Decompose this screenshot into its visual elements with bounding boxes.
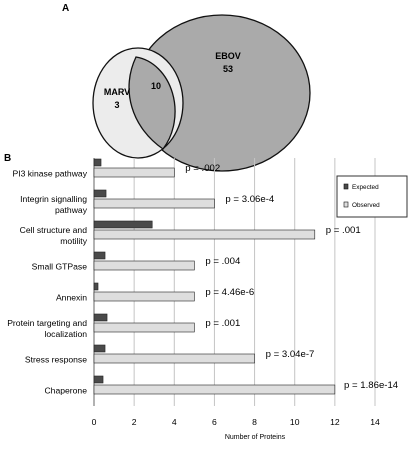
p-value-annotations: p = .002 p = 3.06e-4 p = .001 p = .004 p = 4… bbox=[185, 163, 399, 391]
bar-expected bbox=[93, 251, 106, 260]
venn-overlap-region bbox=[128, 56, 176, 150]
p-value-label: p = .001 bbox=[205, 318, 240, 329]
p-value-label: p = .004 bbox=[205, 256, 241, 267]
bar-observed bbox=[93, 198, 215, 209]
venn-overlap-count: 10 bbox=[151, 81, 161, 91]
bar-observed bbox=[93, 291, 195, 302]
category-label: Protein targeting and localization bbox=[7, 318, 87, 339]
x-tick-label: 14 bbox=[370, 417, 380, 427]
bar-observed bbox=[93, 167, 175, 178]
legend-swatch-expected bbox=[343, 183, 349, 190]
category-label: Integrin signalling pathway bbox=[20, 194, 88, 215]
p-value-label: p = 3.06e-4 bbox=[225, 194, 274, 205]
x-tick-label: 4 bbox=[172, 417, 177, 427]
category-label: Stress response bbox=[25, 355, 87, 365]
legend-label-observed: Observed bbox=[352, 202, 380, 209]
category-label: Small GTPase bbox=[32, 262, 88, 272]
venn-ebov-count: 53 bbox=[223, 64, 233, 74]
bar-observed bbox=[93, 229, 316, 240]
bar-expected bbox=[93, 344, 106, 353]
x-tick-label: 12 bbox=[330, 417, 340, 427]
bar-observed bbox=[93, 384, 336, 395]
bar-observed bbox=[93, 322, 195, 333]
bar-expected bbox=[93, 189, 107, 198]
legend-box bbox=[336, 175, 408, 218]
venn-ebov-name: EBOV bbox=[215, 51, 241, 61]
panel-a-label: A bbox=[62, 3, 69, 14]
bar-expected bbox=[93, 158, 102, 167]
category-labels: PI3 kinase pathway Integrin signalling pat… bbox=[7, 169, 87, 396]
p-value-label: p = 1.86e-14 bbox=[344, 380, 399, 391]
x-tick-label: 0 bbox=[92, 417, 97, 427]
x-tick-label: 2 bbox=[132, 417, 137, 427]
category-label: PI3 kinase pathway bbox=[12, 169, 87, 179]
bar-expected bbox=[93, 375, 104, 384]
x-tick-labels: 0 2 4 6 8 10 12 14 bbox=[92, 417, 380, 427]
x-tick-label: 8 bbox=[252, 417, 257, 427]
chart-legend: Expected Observed bbox=[336, 175, 408, 218]
p-value-label: p = .002 bbox=[185, 163, 220, 174]
legend-swatch-observed bbox=[343, 201, 349, 208]
p-value-label: p = 3.04e-7 bbox=[266, 349, 315, 360]
bar-observed bbox=[93, 260, 195, 271]
p-value-label: p = 4.46e-6 bbox=[205, 287, 254, 298]
venn-marv-name: MARV bbox=[104, 87, 130, 97]
chart-bars bbox=[93, 158, 336, 395]
category-label: Chaperone bbox=[44, 386, 87, 396]
x-tick-label: 10 bbox=[290, 417, 300, 427]
bar-expected bbox=[93, 313, 108, 322]
category-label: Cell structure and motility bbox=[20, 225, 88, 246]
category-label: Annexin bbox=[56, 293, 87, 303]
p-value-label: p = .001 bbox=[326, 225, 361, 236]
venn-marv-count: 3 bbox=[114, 100, 119, 110]
bar-observed bbox=[93, 353, 255, 364]
panel-b-label: B bbox=[4, 153, 11, 164]
bar-expected bbox=[93, 220, 153, 229]
bar-expected bbox=[93, 282, 99, 291]
x-tick-label: 6 bbox=[212, 417, 217, 427]
x-axis-title: Number of Proteins bbox=[225, 434, 286, 441]
legend-label-expected: Expected bbox=[352, 184, 379, 191]
